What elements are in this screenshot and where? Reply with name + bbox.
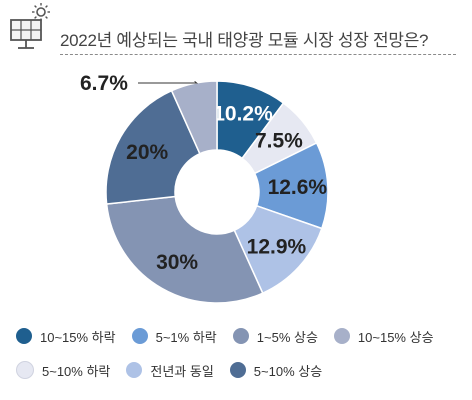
donut-slice: [105, 195, 264, 304]
legend-item: 10~15% 상승: [333, 326, 434, 346]
legend-item: 5~10% 하락: [16, 360, 110, 380]
legend-label: 전년과 동일: [150, 363, 214, 379]
legend-label: 5~1% 하락: [155, 329, 217, 345]
legend-swatch: [16, 361, 34, 379]
legend-item: 1~5% 상승: [232, 326, 318, 346]
chart-title: 2022년 예상되는 국내 태양광 모듈 시장 성장 전망은?: [60, 31, 429, 50]
solar-panel-icon: [10, 3, 50, 49]
title-divider: [60, 54, 456, 55]
legend-label: 1~5% 상승: [256, 329, 318, 345]
slice-data-label: 30%: [156, 251, 198, 274]
legend-item: 5~10% 상승: [229, 360, 323, 380]
legend-swatch: [229, 362, 246, 378]
donut-slice: [170, 80, 218, 155]
legend-swatch: [16, 328, 32, 344]
legend-label: 5~10% 하락: [42, 363, 111, 379]
slice-data-label: 12.9%: [247, 235, 307, 258]
legend-swatch: [333, 328, 350, 344]
slice-data-label: 10.2%: [213, 103, 273, 126]
slice-data-label: 20%: [126, 141, 168, 164]
chart-legend: 10~15% 하락 5~1% 하락 1~5% 상승 10~15% 상승 5~10% 하락…: [16, 326, 466, 380]
legend-swatch: [126, 362, 143, 378]
legend-item: 전년과 동일: [126, 360, 214, 380]
legend-item: 5~1% 하락: [131, 326, 217, 346]
donut-chart: 10.2% 7.5% 12.6% 12.9% 30% 20% 6.7%: [80, 72, 329, 304]
legend-item: 10~15% 하락: [16, 326, 116, 346]
donut-slice: [105, 89, 201, 205]
legend-swatch: [232, 328, 249, 344]
legend-label: 5~10% 상승: [253, 363, 323, 379]
legend-label: 10~15% 하락: [40, 329, 116, 345]
label-leader-line: [138, 80, 199, 84]
chart-header: 2022년 예상되는 국내 태양광 모듈 시장 성장 전망은?: [8, 2, 464, 58]
slice-data-label: 7.5%: [255, 130, 303, 153]
legend-swatch: [131, 328, 148, 344]
slice-data-label: 6.7%: [80, 72, 128, 95]
legend-label: 10~15% 상승: [357, 329, 434, 345]
slice-data-label: 12.6%: [268, 176, 328, 199]
